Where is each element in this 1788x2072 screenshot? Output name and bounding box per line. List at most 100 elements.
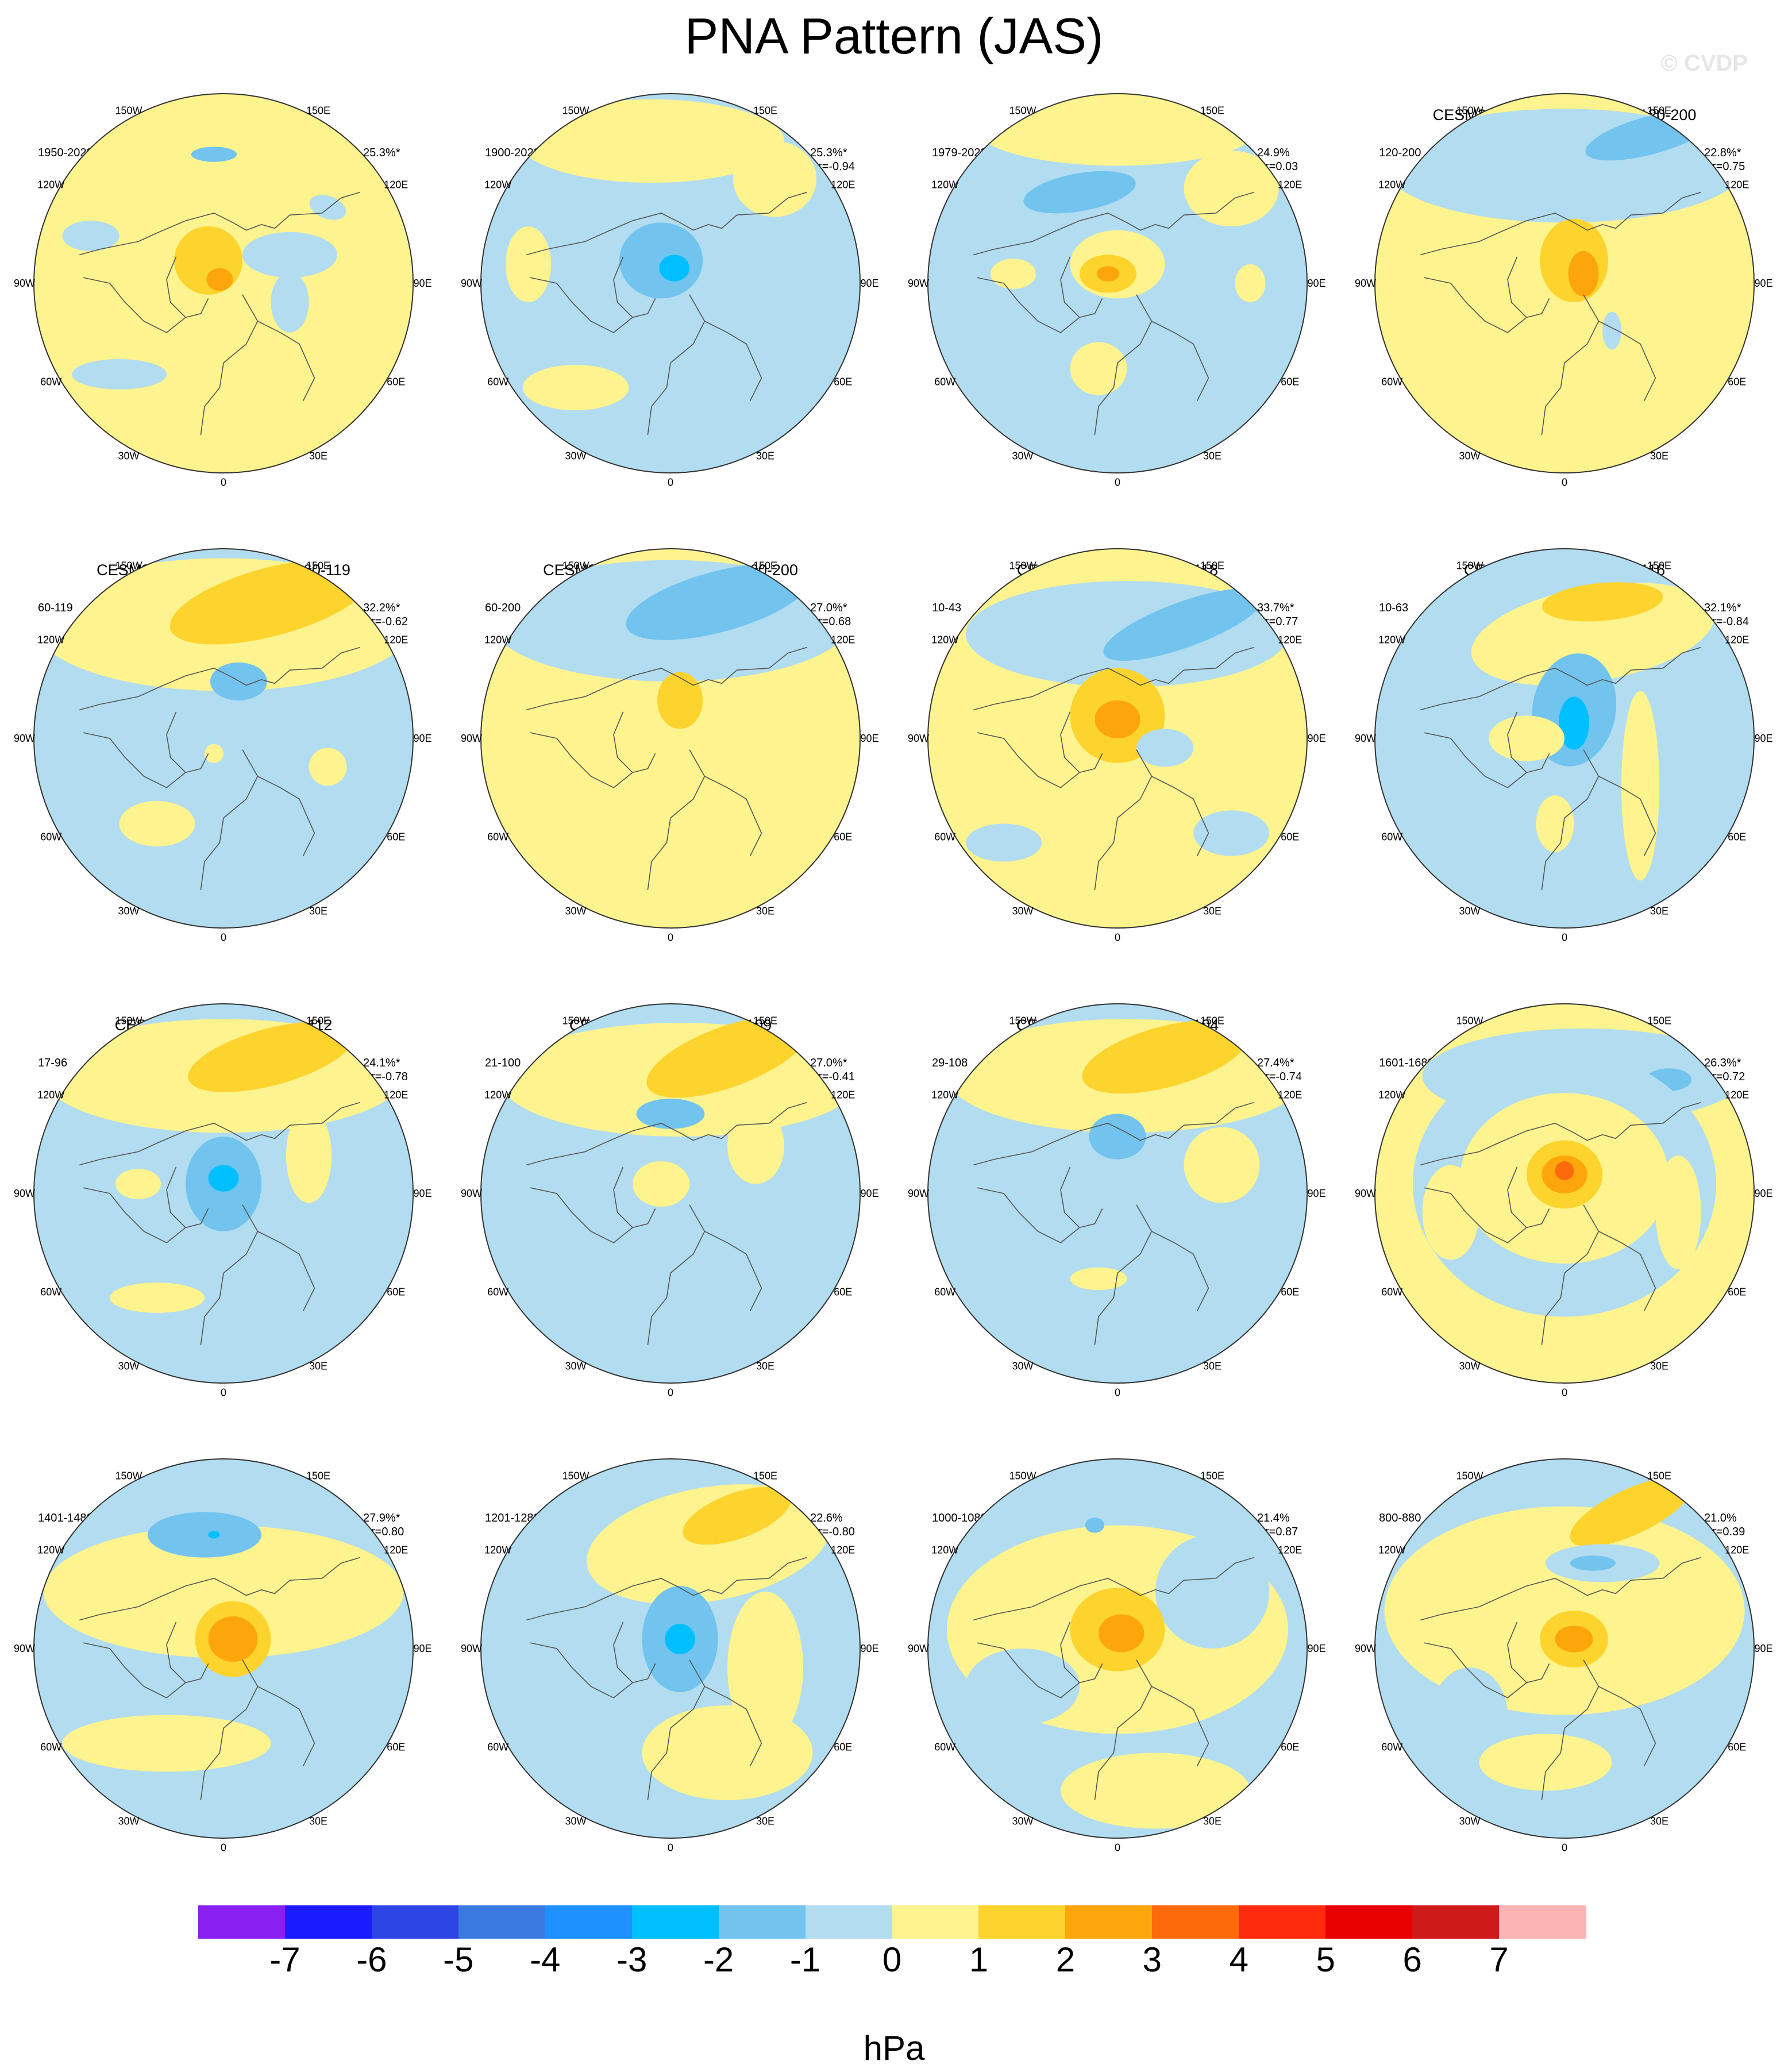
colorbar-tick-label: -3: [616, 1940, 648, 1979]
anomaly-contour: [659, 255, 689, 282]
panel-variance-percent: 33.7%*: [1257, 602, 1294, 614]
colorbar-tick-label: 5: [1316, 1940, 1335, 1979]
panel-years: 1401-1480: [38, 1512, 93, 1524]
coastline: [79, 191, 360, 436]
longitude-label: 30E: [756, 905, 774, 916]
longitude-label: 120W: [931, 179, 958, 190]
anomaly-contour: [657, 672, 703, 729]
map-panel: CESM3-alpha03d BLT1850 11217-9624.1%*r=-…: [0, 999, 447, 1454]
longitude-label: 60E: [834, 1287, 852, 1298]
panel-variance-percent: 24.1%*: [363, 1057, 400, 1069]
panel-variance-percent: 24.9%: [1257, 147, 1290, 159]
anomaly-contour: [1235, 264, 1266, 302]
longitude-label: 30E: [309, 1815, 327, 1827]
colorbar-swatch: [198, 1905, 286, 1939]
longitude-label: 90E: [413, 278, 431, 289]
longitude-label: 60E: [1728, 831, 1746, 843]
longitude-label: 60E: [834, 376, 852, 388]
anomaly-contour: [966, 823, 1042, 862]
panel-correlation: r=0.77: [1265, 615, 1298, 628]
panel-years: 1900-2023: [485, 147, 540, 159]
panel-correlation: r=-0.62: [371, 615, 408, 628]
panel-correlation: r=-0.94: [818, 160, 855, 173]
anomaly-contour: [119, 800, 195, 847]
longitude-label: 90E: [860, 278, 878, 289]
longitude-label: 120E: [1278, 1089, 1302, 1100]
longitude-label: 0: [1562, 932, 1567, 943]
longitude-label: 60W: [934, 1287, 955, 1298]
anomaly-contour: [966, 1649, 1080, 1724]
longitude-label: 120E: [384, 179, 408, 190]
polar-map: 180 150E 120E 90E 60E 30E 0 30W 60W 90W 120W 150W: [14, 544, 432, 943]
colorbar-swatch: [371, 1905, 459, 1939]
colorbar-tick-label: -2: [703, 1940, 734, 1979]
longitude-label: 60W: [40, 376, 61, 388]
coastline: [1420, 191, 1701, 436]
longitude-label: 30E: [756, 1815, 774, 1827]
longitude-label: 150E: [1200, 560, 1224, 572]
longitude-label: 120E: [1725, 634, 1749, 645]
map-border: [33, 548, 414, 929]
map-panel: CESM3-beta04 BLT1850 121 120-200120-2002…: [1341, 89, 1788, 544]
longitude-label: 90W: [14, 1643, 35, 1654]
anomaly-contour: [286, 1108, 332, 1203]
longitude-label: 60W: [1381, 1742, 1402, 1753]
longitude-label: 90W: [461, 1643, 482, 1654]
panel-years: 10-63: [1379, 602, 1409, 614]
panel-correlation: r=0.39: [1712, 1526, 1745, 1538]
colorbar-swatch: [1499, 1905, 1586, 1939]
anomaly-contour: [519, 99, 784, 183]
anomaly-contour: [208, 1531, 220, 1539]
longitude-label: 60W: [40, 1287, 61, 1298]
colorbar-swatch: [284, 1905, 372, 1939]
longitude-label: 150E: [753, 1470, 777, 1482]
map-border: [1374, 548, 1755, 929]
polar-map: 180 150E 120E 90E 60E 30E 0 30W 60W 90W 120W 150W: [14, 89, 432, 488]
colorbar-swatch: [805, 1905, 892, 1939]
longitude-label: 90W: [461, 733, 482, 744]
longitude-label: 30E: [1650, 1815, 1668, 1827]
anomaly-contour: [62, 1715, 271, 1772]
longitude-label: 120E: [831, 1544, 855, 1555]
longitude-label: 180: [662, 544, 679, 545]
longitude-label: 150W: [1009, 105, 1036, 117]
anomaly-contour: [62, 221, 120, 251]
anomaly-contour: [271, 272, 309, 333]
longitude-label: 120W: [1378, 1544, 1405, 1555]
longitude-label: 120E: [831, 1089, 855, 1100]
map-panel: CESM2 piControl C1201-128022.6%r=-0.8018…: [447, 1454, 894, 1909]
longitude-label: 0: [221, 932, 226, 943]
longitude-label: 90E: [1307, 1188, 1325, 1199]
figure-title: PNA Pattern (JAS): [684, 7, 1104, 64]
anomaly-contour: [683, 1486, 791, 1545]
longitude-label: 120W: [1378, 1089, 1405, 1100]
longitude-label: 90E: [1307, 1643, 1325, 1654]
longitude-label: 150W: [115, 560, 142, 572]
colorbar-swatch: [1239, 1905, 1326, 1939]
longitude-label: 60E: [1728, 376, 1746, 388]
colorbar-tick-label: 0: [882, 1940, 902, 1979]
anomaly-contour: [1570, 1555, 1616, 1571]
longitude-label: 150W: [1009, 1015, 1036, 1027]
polar-map: 180 150E 120E 90E 60E 30E 0 30W 60W 90W 120W 150W: [1355, 1454, 1773, 1854]
longitude-label: 30E: [309, 1360, 327, 1372]
longitude-label: 90W: [908, 278, 929, 289]
map-border: [927, 1458, 1308, 1839]
panel-years: 1950-2023: [38, 147, 93, 159]
longitude-label: 150W: [562, 560, 589, 572]
map-panel: CESM2 piControl E1601-168026.3%*r=0.7218…: [1341, 999, 1788, 1454]
panel-years: 21-100: [485, 1057, 521, 1069]
anomaly-contour: [208, 1165, 239, 1192]
longitude-label: 30W: [1459, 450, 1480, 461]
anomaly-contour: [1432, 1667, 1508, 1762]
polar-map: 180 150E 120E 90E 60E 30E 0 30W 60W 90W 120W 150W: [14, 1454, 432, 1854]
colorbar: [198, 1905, 1586, 1939]
colorbar-swatch: [1065, 1905, 1153, 1939]
longitude-label: 60E: [1281, 831, 1299, 843]
anomaly-contour: [990, 259, 1036, 289]
polar-map: 180 150E 120E 90E 60E 30E 0 30W 60W 90W 120W 150W: [461, 999, 879, 1399]
longitude-label: 90E: [1754, 1643, 1772, 1654]
panel-years: 17-96: [38, 1057, 68, 1069]
longitude-label: 30W: [118, 905, 139, 916]
longitude-label: 0: [668, 1387, 673, 1399]
